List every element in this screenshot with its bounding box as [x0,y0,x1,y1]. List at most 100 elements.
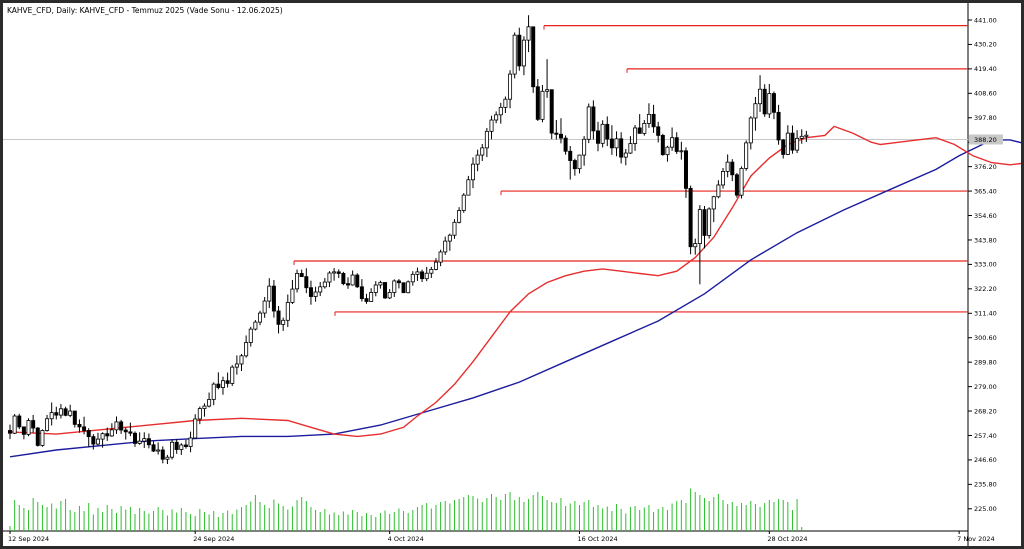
candle-up [248,328,253,343]
candle-down [336,271,341,274]
candle-down [31,420,36,429]
candle-up [165,456,170,460]
y-tick-label: 235.80 [974,481,997,489]
candle-up [170,441,175,458]
candle-down [517,34,522,67]
candle-down [128,431,133,434]
candle-down [359,286,364,299]
candle-up [378,282,383,286]
candle-down [531,26,536,88]
candle-up [68,410,73,416]
candle-up [799,135,804,139]
candle-up [258,312,263,323]
y-tick-label: 300.60 [974,334,997,342]
candle-down [308,287,313,297]
candle-down [133,432,138,444]
candle-up [466,179,471,196]
candle-up [707,208,712,236]
candle-up [433,261,438,270]
candle-down [674,137,679,152]
candle-up [58,408,63,416]
candle-down [730,161,735,176]
candle-down [82,426,87,431]
candle-up [498,106,503,116]
x-tick-label: 12 Sep 2024 [8,535,49,543]
candle-down [123,429,128,433]
candle-down [304,276,309,289]
candle-up [633,127,638,144]
candle-down [299,273,304,278]
candle-up [40,430,45,446]
candle-down [401,282,406,294]
candle-up [577,154,582,170]
candle-up [438,251,443,263]
y-tick-label: 354.60 [974,212,997,220]
price-axis: 441.00430.20419.40408.60397.80387.00376.… [968,16,1003,513]
candle-up [623,152,628,158]
candle-up [332,271,337,274]
candle-up [392,280,397,293]
candle-up [193,418,198,439]
candle-down [563,137,568,152]
candle-up [670,137,675,148]
candle-up [373,284,378,293]
candle-down [119,421,124,431]
candle-up [457,210,462,223]
candle-up [220,380,225,388]
candle-up [725,161,730,172]
candle-up [443,240,448,253]
candle-down [596,130,601,144]
current-price-badge [969,134,1003,145]
candle-down [105,433,110,437]
candle-up [230,366,235,384]
candle-up [281,319,286,325]
candle-up [512,34,517,75]
moving-averages [9,125,1021,458]
candle-down [21,426,26,435]
plot-area [3,3,969,546]
price-chart[interactable]: 441.00430.20419.40408.60397.80387.00376.… [3,3,1021,546]
candle-down [225,380,230,384]
candle-up [12,415,17,434]
candle-down [656,126,661,136]
candle-down [355,274,360,288]
candle-up [322,281,327,288]
candle-up [156,449,161,452]
candle-down [77,423,82,428]
candle-up [415,271,420,275]
candle-down [383,282,388,299]
candle-up [244,342,249,357]
candle-down [683,150,688,189]
y-tick-label: 419.40 [974,65,997,73]
candle-down [151,444,156,452]
candle-up [642,123,647,134]
candle-up [480,147,485,156]
candle-up [410,273,415,283]
candle-down [591,106,596,132]
candle-up [188,437,193,447]
candle-down [619,138,624,158]
y-tick-label: 343.80 [974,236,997,244]
candle-up [646,113,651,124]
candle-up [100,433,105,440]
y-tick-label: 430.20 [974,41,997,49]
y-tick-label: 365.40 [974,187,997,195]
y-tick-label: 225.00 [974,505,997,513]
candle-up [744,142,749,169]
y-tick-label: 257.40 [974,432,997,440]
y-tick-label: 397.80 [974,114,997,122]
candle-down [396,280,401,284]
candle-down [781,139,786,155]
candle-up [424,272,429,280]
candle-up [318,286,323,293]
candle-down [771,93,776,113]
candle-down [345,283,350,286]
candle-up [748,117,753,144]
candle-up [262,300,267,314]
candle-down [183,444,188,447]
support-resistance-levels [293,25,968,316]
candle-up [202,405,207,409]
candle-up [484,130,489,149]
candle-down [762,88,767,115]
